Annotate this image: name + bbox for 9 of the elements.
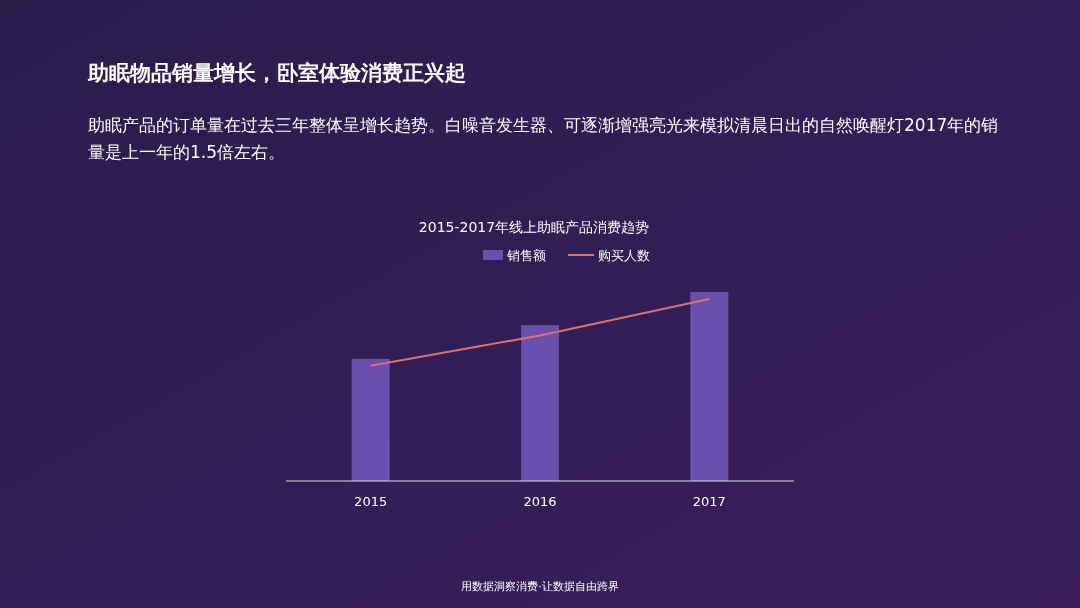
- chart-subtitle: 助眠产品的订单量在过去三年整体呈增长趋势。白噪音发生器、可逐渐增强亮光来模拟清晨日出的自然唤醒灯2017年的销量是上一年的1.5倍左右。: [88, 114, 1000, 164]
- text: 2015-2017年线上助眠产品消费趋势: [418, 219, 650, 235]
- legend-label: 销售额: [506, 248, 546, 263]
- text: 用数据洞察消费·让数据自由跨界: [461, 580, 619, 593]
- legend-label: 购买人数: [598, 248, 650, 263]
- x-tick-label: 2017: [692, 494, 726, 509]
- x-tick-label: 2015: [354, 494, 388, 509]
- x-tick-label: 2016: [523, 494, 557, 509]
- chart-title: 助眠物品销量增长，卧室体验消费正兴起: [87, 61, 466, 85]
